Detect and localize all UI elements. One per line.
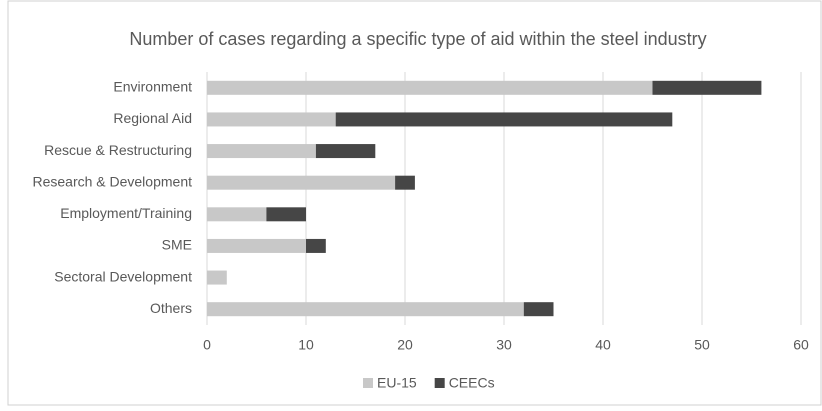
- legend-label: EU-15: [377, 375, 417, 391]
- bar: [652, 80, 762, 95]
- legend-label: CEECs: [449, 375, 495, 391]
- bar: [523, 302, 554, 317]
- x-tick-label: 0: [203, 337, 211, 353]
- chart-title: Number of cases regarding a specific typ…: [129, 29, 706, 49]
- x-tick-label: 30: [496, 337, 512, 353]
- y-tick-label: Environment: [113, 79, 192, 95]
- x-tick-label: 20: [397, 337, 413, 353]
- x-tick-label: 60: [793, 337, 809, 353]
- bar: [335, 112, 673, 127]
- bar: [395, 175, 415, 190]
- bar: [207, 144, 316, 159]
- y-tick-label: SME: [162, 237, 192, 253]
- bar: [207, 238, 306, 253]
- chart-frame: [7, 0, 822, 406]
- y-tick-label: Research & Development: [32, 173, 192, 189]
- y-tick-label: Sectoral Development: [54, 268, 192, 284]
- x-tick-label: 50: [694, 337, 710, 353]
- y-tick-label: Rescue & Restructuring: [44, 142, 192, 158]
- x-tick-label: 40: [595, 337, 611, 353]
- legend-swatch: [363, 378, 373, 388]
- bar: [207, 302, 524, 317]
- bar: [207, 175, 396, 190]
- bar: [207, 207, 267, 222]
- y-tick-label: Regional Aid: [113, 110, 192, 126]
- bar: [207, 80, 653, 95]
- y-tick-label: Employment/Training: [60, 205, 192, 221]
- bar: [266, 207, 306, 222]
- legend-swatch: [434, 378, 445, 388]
- bar: [207, 270, 227, 285]
- x-tick-label: 10: [298, 337, 314, 353]
- bar: [207, 112, 336, 127]
- bar: [315, 144, 376, 159]
- bar: [306, 238, 326, 253]
- y-tick-label: Others: [150, 300, 192, 316]
